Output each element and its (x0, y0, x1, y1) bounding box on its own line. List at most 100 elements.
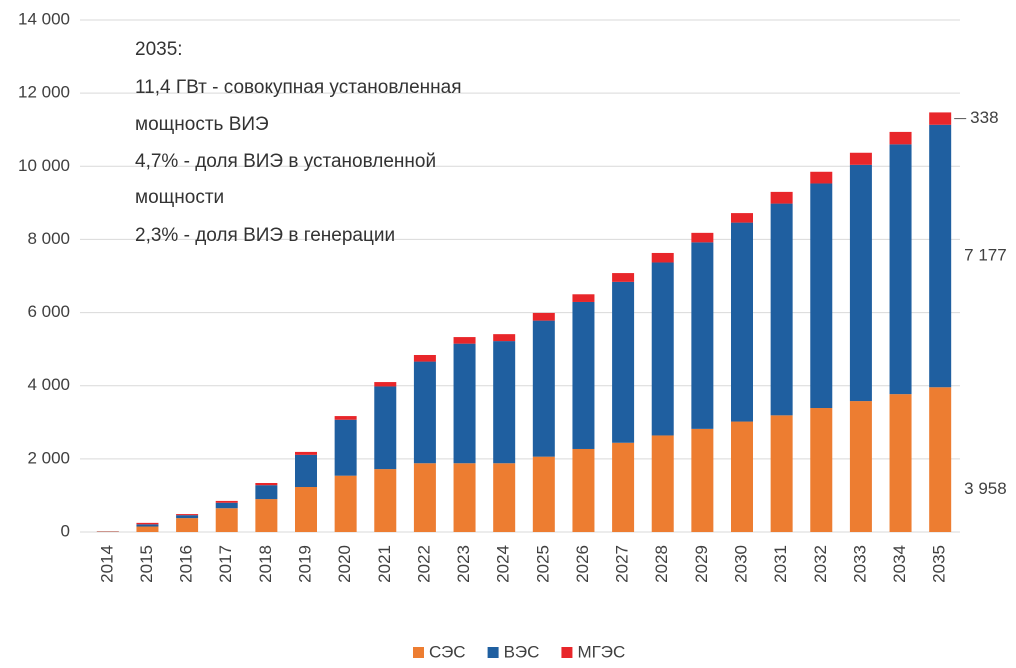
bar-segment (889, 144, 912, 395)
x-tick-label: 2024 (494, 545, 513, 583)
bar-segment (691, 428, 714, 532)
value-label: 7 177 (964, 245, 1007, 264)
x-tick-label: 2029 (692, 545, 711, 583)
bar-segment (413, 354, 436, 362)
x-tick-label: 2034 (890, 545, 909, 583)
bar-segment (810, 171, 833, 184)
x-tick-label: 2030 (731, 545, 750, 583)
bar-segment (413, 463, 436, 532)
bar-segment (176, 515, 199, 519)
bar-segment (453, 337, 476, 344)
bar-segment (810, 408, 833, 532)
bar-segment (651, 252, 674, 263)
bar-segment (810, 183, 833, 409)
annotation: 11,4 ГВт - совокупная установленная (135, 77, 462, 98)
x-tick-label: 2027 (613, 545, 632, 583)
bar-segment (849, 164, 872, 402)
bar-segment (651, 262, 674, 436)
legend-label: СЭС (429, 642, 466, 661)
annotation: мощность ВИЭ (135, 114, 269, 135)
bar-segment (176, 514, 199, 516)
bar-segment (532, 312, 555, 321)
x-tick-label: 2014 (97, 545, 116, 583)
x-tick-label: 2031 (771, 545, 790, 583)
bar-segment (929, 124, 952, 388)
bar-segment (374, 382, 397, 387)
y-tick-label: 0 (61, 521, 70, 540)
y-tick-label: 4 000 (27, 375, 70, 394)
bar-segment (929, 387, 952, 532)
x-tick-label: 2021 (375, 545, 394, 583)
bar-segment (176, 518, 199, 532)
x-tick-label: 2018 (256, 545, 275, 583)
bar-segment (770, 415, 793, 532)
bar-segment (136, 526, 159, 532)
bar-segment (889, 131, 912, 145)
bar-segment (770, 191, 793, 204)
legend-swatch (413, 647, 424, 658)
bar-segment (849, 152, 872, 165)
y-tick-label: 14 000 (18, 9, 70, 28)
x-tick-label: 2017 (216, 545, 235, 583)
value-label: 3 958 (964, 479, 1007, 498)
legend-label: ВЭС (504, 642, 540, 661)
bar-segment (255, 499, 278, 532)
bar-segment (493, 334, 516, 342)
bar-segment (374, 469, 397, 532)
bar-segment (770, 203, 793, 416)
x-tick-label: 2028 (652, 545, 671, 583)
bar-segment (849, 401, 872, 532)
bar-segment (295, 487, 317, 532)
bar-segment (572, 301, 595, 449)
bar-segment (295, 454, 317, 488)
bar-segment (731, 222, 753, 422)
legend-swatch (561, 647, 573, 658)
bar-segment (612, 281, 635, 443)
x-tick-label: 2019 (295, 545, 314, 583)
legend-label: МГЭС (577, 642, 625, 661)
bar-segment (493, 463, 516, 532)
bar-segment (215, 500, 238, 503)
bar-segment (572, 448, 595, 532)
x-tick-label: 2032 (811, 545, 830, 583)
legend-swatch (487, 647, 499, 658)
bar-segment (413, 361, 436, 464)
bar-segment (295, 451, 317, 455)
y-tick-label: 12 000 (18, 83, 70, 102)
bar-segment (651, 435, 674, 532)
annotation: мощности (135, 187, 224, 208)
x-tick-label: 2025 (533, 545, 552, 583)
y-tick-label: 8 000 (27, 229, 70, 248)
bar-segment (215, 508, 238, 532)
bar-segment (453, 343, 476, 464)
x-tick-label: 2020 (335, 545, 354, 583)
bar-segment (334, 419, 357, 476)
x-tick-label: 2022 (414, 545, 433, 583)
bar-segment (334, 416, 357, 420)
bar-segment (493, 341, 516, 464)
value-label: 338 (970, 108, 998, 127)
annotation: 2,3% - доля ВИЭ в генерации (135, 225, 395, 246)
x-tick-label: 2035 (930, 545, 949, 583)
bar-segment (691, 242, 714, 429)
x-tick-label: 2015 (137, 545, 156, 583)
y-tick-label: 2 000 (27, 448, 70, 467)
x-tick-label: 2033 (850, 545, 869, 583)
bar-segment (929, 112, 952, 125)
bar-segment (612, 273, 635, 282)
bar-segment (572, 294, 595, 302)
bar-segment (453, 463, 476, 532)
bar-segment (532, 320, 555, 457)
bar-segment (255, 485, 278, 500)
y-tick-label: 6 000 (27, 302, 70, 321)
annotation: 2035: (135, 39, 183, 60)
bar-segment (136, 524, 159, 527)
bar-segment (532, 456, 555, 532)
bar-segment (731, 421, 753, 532)
bar-segment (691, 232, 714, 243)
x-tick-label: 2016 (177, 545, 196, 583)
bar-segment (374, 386, 397, 470)
annotation: 4,7% - доля ВИЭ в установленной (135, 151, 436, 172)
x-tick-label: 2023 (454, 545, 473, 583)
